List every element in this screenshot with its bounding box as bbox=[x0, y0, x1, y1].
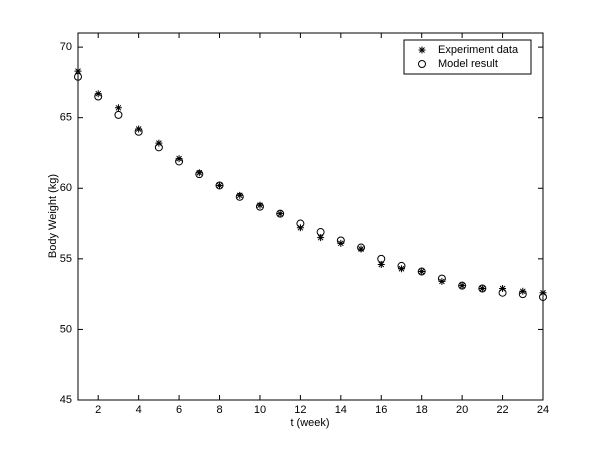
data-point bbox=[255, 202, 264, 211]
x-tick-label: 8 bbox=[216, 404, 222, 416]
data-point bbox=[336, 236, 345, 245]
data-point bbox=[478, 284, 486, 292]
y-tick-label: 70 bbox=[60, 41, 72, 53]
data-point bbox=[458, 282, 466, 290]
data-point bbox=[74, 67, 82, 75]
data-point bbox=[357, 243, 366, 252]
data-point bbox=[135, 125, 143, 133]
legend-marker bbox=[418, 46, 426, 54]
data-point bbox=[215, 181, 224, 190]
data-point bbox=[539, 289, 547, 297]
data-point bbox=[438, 277, 446, 285]
data-point bbox=[377, 254, 386, 263]
data-point bbox=[539, 292, 547, 301]
data-point bbox=[276, 210, 284, 218]
data-point bbox=[94, 90, 102, 98]
y-axis-label: Body Weight (kg) bbox=[47, 174, 59, 258]
legend-label: Experiment data bbox=[438, 44, 519, 56]
data-point bbox=[417, 267, 426, 276]
legend-label: Model result bbox=[438, 58, 498, 70]
x-tick-label: 6 bbox=[176, 404, 182, 416]
x-tick-label: 10 bbox=[254, 404, 266, 416]
data-point bbox=[175, 155, 183, 163]
legend-box bbox=[403, 39, 532, 75]
data-point bbox=[155, 139, 163, 147]
data-point bbox=[397, 261, 406, 270]
x-tick-label: 22 bbox=[496, 404, 508, 416]
x-tick-label: 2 bbox=[95, 404, 101, 416]
data-point bbox=[256, 201, 264, 209]
data-point bbox=[114, 110, 123, 119]
data-point bbox=[418, 268, 426, 276]
data-point bbox=[114, 104, 122, 112]
data-point bbox=[518, 290, 527, 299]
y-tick-label: 45 bbox=[60, 394, 72, 406]
data-point bbox=[175, 157, 184, 166]
x-tick-label: 16 bbox=[375, 404, 387, 416]
data-point bbox=[74, 72, 82, 81]
data-point bbox=[498, 288, 507, 297]
data-point bbox=[458, 281, 467, 290]
x-tick-label: 24 bbox=[537, 404, 549, 416]
legend-marker bbox=[418, 60, 426, 68]
y-tick-label: 55 bbox=[60, 253, 72, 265]
data-point bbox=[499, 284, 507, 292]
data-point bbox=[134, 127, 143, 136]
data-point bbox=[216, 181, 224, 189]
data-point bbox=[195, 169, 203, 177]
data-point bbox=[437, 274, 446, 283]
data-point bbox=[94, 92, 103, 101]
data-point bbox=[357, 245, 365, 253]
data-point bbox=[397, 265, 405, 273]
x-tick-label: 20 bbox=[456, 404, 468, 416]
data-point bbox=[377, 260, 385, 268]
x-tick-label: 4 bbox=[136, 404, 142, 416]
y-tick-label: 65 bbox=[60, 112, 72, 124]
data-point bbox=[296, 224, 304, 232]
data-point bbox=[296, 219, 305, 228]
data-point bbox=[235, 192, 244, 201]
data-point bbox=[195, 170, 204, 179]
data-point bbox=[519, 287, 527, 295]
x-tick-label: 12 bbox=[294, 404, 306, 416]
data-point bbox=[154, 143, 163, 152]
data-point bbox=[236, 191, 244, 199]
data-point bbox=[276, 209, 285, 218]
y-tick-label: 60 bbox=[60, 182, 72, 194]
x-tick-label: 18 bbox=[416, 404, 428, 416]
data-point bbox=[317, 234, 325, 242]
data-point bbox=[316, 228, 325, 237]
y-tick-label: 50 bbox=[60, 323, 72, 335]
data-point bbox=[337, 239, 345, 247]
x-tick-label: 14 bbox=[335, 404, 347, 416]
data-point bbox=[478, 284, 487, 293]
axes-box bbox=[77, 32, 544, 401]
x-axis-label: t (week) bbox=[290, 417, 329, 429]
